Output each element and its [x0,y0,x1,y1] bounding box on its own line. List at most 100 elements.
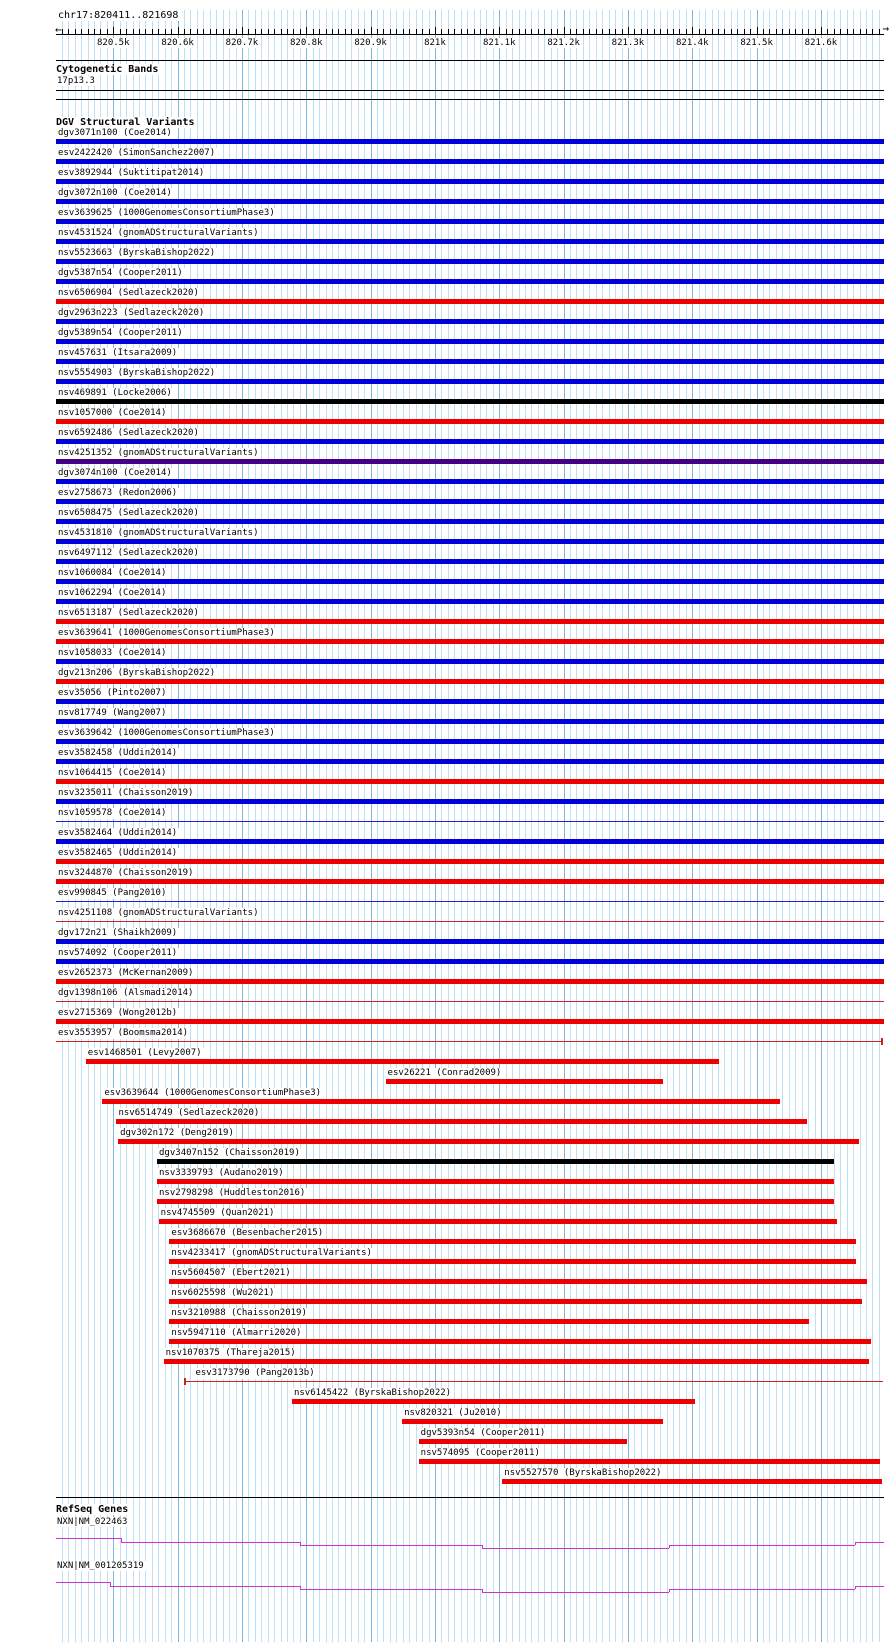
dgv-variant-bar[interactable] [56,359,884,364]
dgv-variant-bar[interactable] [56,159,884,164]
dgv-track[interactable]: nsv6508475 (Sedlazeck2020) [0,508,890,528]
dgv-track[interactable]: dgv3071n100 (Coe2014) [0,128,890,148]
genome-ruler[interactable]: chr17:820411..821698 ← → 820.5k 820.6k 820… [55,10,889,56]
dgv-variant-bar[interactable] [502,1479,883,1484]
dgv-variant-bar[interactable] [56,879,884,884]
dgv-track[interactable]: nsv3210988 (Chaisson2019) [0,1308,890,1328]
dgv-variant-bar[interactable] [56,199,884,204]
dgv-track[interactable]: dgv5387n54 (Cooper2011) [0,268,890,288]
dgv-variant-bar[interactable] [56,419,884,424]
dgv-variant-bar[interactable] [169,1259,856,1264]
dgv-variant-bar[interactable] [56,259,884,264]
dgv-variant-bar[interactable] [169,1339,871,1344]
refseq-gene-model[interactable] [56,1575,884,1595]
dgv-variant-bar[interactable] [56,1019,884,1024]
dgv-variant-bar[interactable] [56,599,884,604]
dgv-track[interactable]: esv3639642 (1000GenomesConsortiumPhase3) [0,728,890,748]
dgv-variant-bar[interactable] [85,1059,720,1064]
dgv-track[interactable]: nsv1058033 (Coe2014) [0,648,890,668]
dgv-variant-bar[interactable] [169,1319,809,1324]
dgv-track[interactable]: esv3553957 (Boomsma2014) [0,1028,890,1048]
dgv-track[interactable]: nsv2798298 (Huddleston2016) [0,1188,890,1208]
dgv-variant-bar[interactable] [169,1279,868,1284]
dgv-track[interactable]: esv2422420 (SimonSanchez2007) [0,148,890,168]
dgv-track[interactable]: nsv6497112 (Sedlazeck2020) [0,548,890,568]
dgv-variant-bar[interactable] [56,639,884,644]
dgv-variant-bar[interactable] [291,1399,696,1404]
dgv-track[interactable]: dgv172n21 (Shaikh2009) [0,928,890,948]
dgv-variant-bar[interactable] [56,179,884,184]
dgv-track[interactable]: esv3639641 (1000GenomesConsortiumPhase3) [0,628,890,648]
arrow-left-icon[interactable]: ← [55,23,62,36]
dgv-variant-bar[interactable] [56,539,884,544]
dgv-variant-bar[interactable] [158,1219,837,1224]
dgv-track[interactable]: nsv5554903 (ByrskaBishop2022) [0,368,890,388]
dgv-track[interactable]: nsv4233417 (gnomADStructuralVariants) [0,1248,890,1268]
dgv-variant-bar[interactable] [56,779,884,784]
refseq-gene[interactable]: NXN|NM_001205319 [0,1561,890,1597]
dgv-variant-bar[interactable] [56,139,884,144]
dgv-track[interactable]: nsv5947110 (Almarri2020) [0,1328,890,1348]
dgv-variant-bar[interactable] [56,759,884,764]
dgv-variant-bar[interactable] [56,579,884,584]
dgv-variant-bar[interactable] [56,821,884,822]
dgv-track[interactable]: dgv5389n54 (Cooper2011) [0,328,890,348]
dgv-track[interactable]: esv990845 (Pang2010) [0,888,890,908]
dgv-track[interactable]: nsv6592486 (Sedlazeck2020) [0,428,890,448]
dgv-variant-bar[interactable] [56,921,884,922]
dgv-variant-bar[interactable] [116,1119,807,1124]
dgv-track[interactable]: nsv457631 (Itsara2009) [0,348,890,368]
dgv-track[interactable]: nsv820321 (Ju2010) [0,1408,890,1428]
dgv-track[interactable]: dgv3407n152 (Chaisson2019) [0,1148,890,1168]
dgv-variant-bar[interactable] [56,339,884,344]
dgv-variant-bar[interactable] [56,379,884,384]
dgv-track[interactable]: nsv3235011 (Chaisson2019) [0,788,890,808]
dgv-variant-bar[interactable] [184,1381,884,1382]
dgv-track[interactable]: nsv4251352 (gnomADStructuralVariants) [0,448,890,468]
dgv-variant-bar[interactable] [418,1439,628,1444]
dgv-track[interactable]: esv35056 (Pinto2007) [0,688,890,708]
dgv-variant-bar[interactable] [56,679,884,684]
dgv-track[interactable]: nsv4531810 (gnomADStructuralVariants) [0,528,890,548]
dgv-variant-bar[interactable] [56,239,884,244]
dgv-variant-bar[interactable] [56,1001,884,1002]
dgv-variant-bar[interactable] [56,659,884,664]
dgv-track[interactable]: nsv1059578 (Coe2014) [0,808,890,828]
dgv-variant-bar[interactable] [157,1199,835,1204]
dgv-track[interactable]: dgv1398n106 (Alsmadi2014) [0,988,890,1008]
dgv-track[interactable]: dgv3074n100 (Coe2014) [0,468,890,488]
dgv-track[interactable]: nsv1064415 (Coe2014) [0,768,890,788]
dgv-variant-bar[interactable] [157,1179,835,1184]
dgv-track[interactable]: nsv3244870 (Chaisson2019) [0,868,890,888]
dgv-track[interactable]: esv26221 (Conrad2009) [0,1068,890,1088]
dgv-track[interactable]: nsv4531524 (gnomADStructuralVariants) [0,228,890,248]
dgv-variant-bar[interactable] [118,1139,860,1144]
dgv-track[interactable]: dgv2963n223 (Sedlazeck2020) [0,308,890,328]
dgv-track[interactable]: nsv1057000 (Coe2014) [0,408,890,428]
dgv-track[interactable]: nsv1062294 (Coe2014) [0,588,890,608]
dgv-variant-bar[interactable] [56,799,884,804]
dgv-track[interactable]: nsv3339793 (Audano2019) [0,1168,890,1188]
cytoband-label[interactable]: 17p13.3 [57,76,97,86]
dgv-variant-bar[interactable] [56,499,884,504]
dgv-track[interactable]: nsv5527570 (ByrskaBishop2022) [0,1468,890,1488]
dgv-track[interactable]: nsv4745509 (Quan2021) [0,1208,890,1228]
dgv-variant-bar[interactable] [56,319,884,324]
dgv-variant-bar[interactable] [169,1299,862,1304]
dgv-track[interactable]: esv1468501 (Levy2007) [0,1048,890,1068]
dgv-variant-bar[interactable] [56,479,884,484]
dgv-track[interactable]: nsv6514749 (Sedlazeck2020) [0,1108,890,1128]
dgv-variant-bar[interactable] [56,399,884,404]
dgv-variant-bar[interactable] [56,739,884,744]
refseq-gene-model[interactable] [56,1531,884,1551]
dgv-variant-bar[interactable] [56,279,884,284]
dgv-track[interactable]: nsv6025598 (Wu2021) [0,1288,890,1308]
dgv-variant-bar[interactable] [163,1359,870,1364]
dgv-track[interactable]: esv3686670 (Besenbacher2015) [0,1228,890,1248]
dgv-track[interactable]: nsv817749 (Wang2007) [0,708,890,728]
dgv-variant-bar[interactable] [418,1459,880,1464]
dgv-variant-bar[interactable] [56,699,884,704]
dgv-track[interactable]: nsv6145422 (ByrskaBishop2022) [0,1388,890,1408]
dgv-variant-bar[interactable] [56,519,884,524]
dgv-track[interactable]: nsv5523663 (ByrskaBishop2022) [0,248,890,268]
